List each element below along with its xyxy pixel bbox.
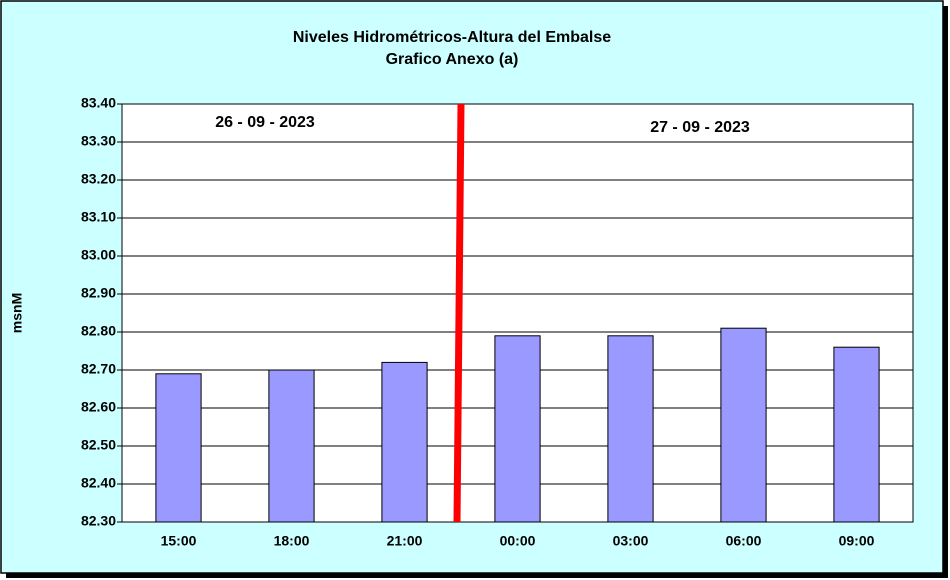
- y-tick-label: 82.50: [81, 437, 116, 453]
- y-tick-label: 82.90: [81, 285, 116, 301]
- y-tick-label: 83.10: [81, 209, 116, 225]
- x-tick-label: 06:00: [726, 533, 762, 549]
- bar: [381, 361, 428, 523]
- y-tick-label: 83.00: [81, 247, 116, 263]
- y-tick-label: 82.60: [81, 399, 116, 415]
- x-tick-label: 03:00: [613, 533, 649, 549]
- x-tick-label: 15:00: [161, 533, 197, 549]
- chart-subtitle: Grafico Anexo (a): [386, 51, 519, 68]
- y-tick-label: 83.40: [81, 95, 116, 111]
- y-tick-label: 82.70: [81, 361, 116, 377]
- y-tick-label: 83.20: [81, 171, 116, 187]
- annotation: 26 - 09 - 2023: [215, 114, 315, 131]
- bar: [833, 346, 880, 523]
- x-tick-label: 00:00: [500, 533, 536, 549]
- y-tick-label: 82.30: [81, 513, 116, 529]
- x-tick-label: 09:00: [839, 533, 875, 549]
- annotation: 27 - 09 - 2023: [650, 119, 750, 136]
- date-divider: [453, 103, 465, 523]
- bar: [607, 335, 654, 523]
- x-tick-label: 21:00: [387, 533, 423, 549]
- y-tick-label: 82.80: [81, 323, 116, 339]
- bar: [494, 335, 541, 523]
- bar: [155, 373, 202, 523]
- y-axis-label: msnM: [9, 293, 25, 333]
- chart-title: Niveles Hidrométricos-Altura del Embalse: [293, 29, 611, 46]
- x-tick-label: 18:00: [274, 533, 310, 549]
- bar: [268, 369, 315, 523]
- y-tick-label: 82.40: [81, 475, 116, 491]
- y-tick-label: 83.30: [81, 133, 116, 149]
- bar: [720, 327, 767, 523]
